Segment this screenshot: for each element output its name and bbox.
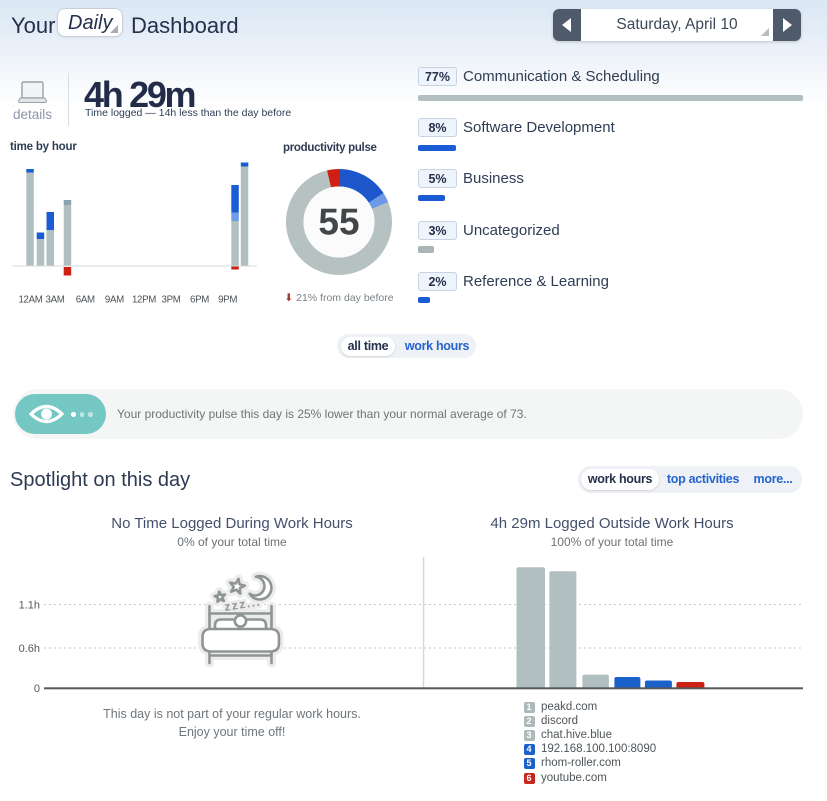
svg-text:3PM: 3PM — [161, 295, 180, 306]
svg-text:12PM: 12PM — [132, 295, 156, 306]
svg-text:0: 0 — [34, 683, 40, 695]
svg-text:3AM: 3AM — [45, 295, 64, 306]
svg-text:12AM: 12AM — [18, 295, 42, 306]
svg-text:0.6h: 0.6h — [19, 643, 40, 655]
svg-text:9AM: 9AM — [105, 295, 124, 306]
svg-text:6AM: 6AM — [76, 295, 95, 306]
svg-text:6PM: 6PM — [190, 295, 209, 306]
svg-text:9PM: 9PM — [218, 295, 237, 306]
svg-text:zzz...: zzz... — [223, 594, 262, 614]
svg-text:1.1h: 1.1h — [19, 600, 40, 612]
svg-text:55: 55 — [318, 202, 359, 243]
